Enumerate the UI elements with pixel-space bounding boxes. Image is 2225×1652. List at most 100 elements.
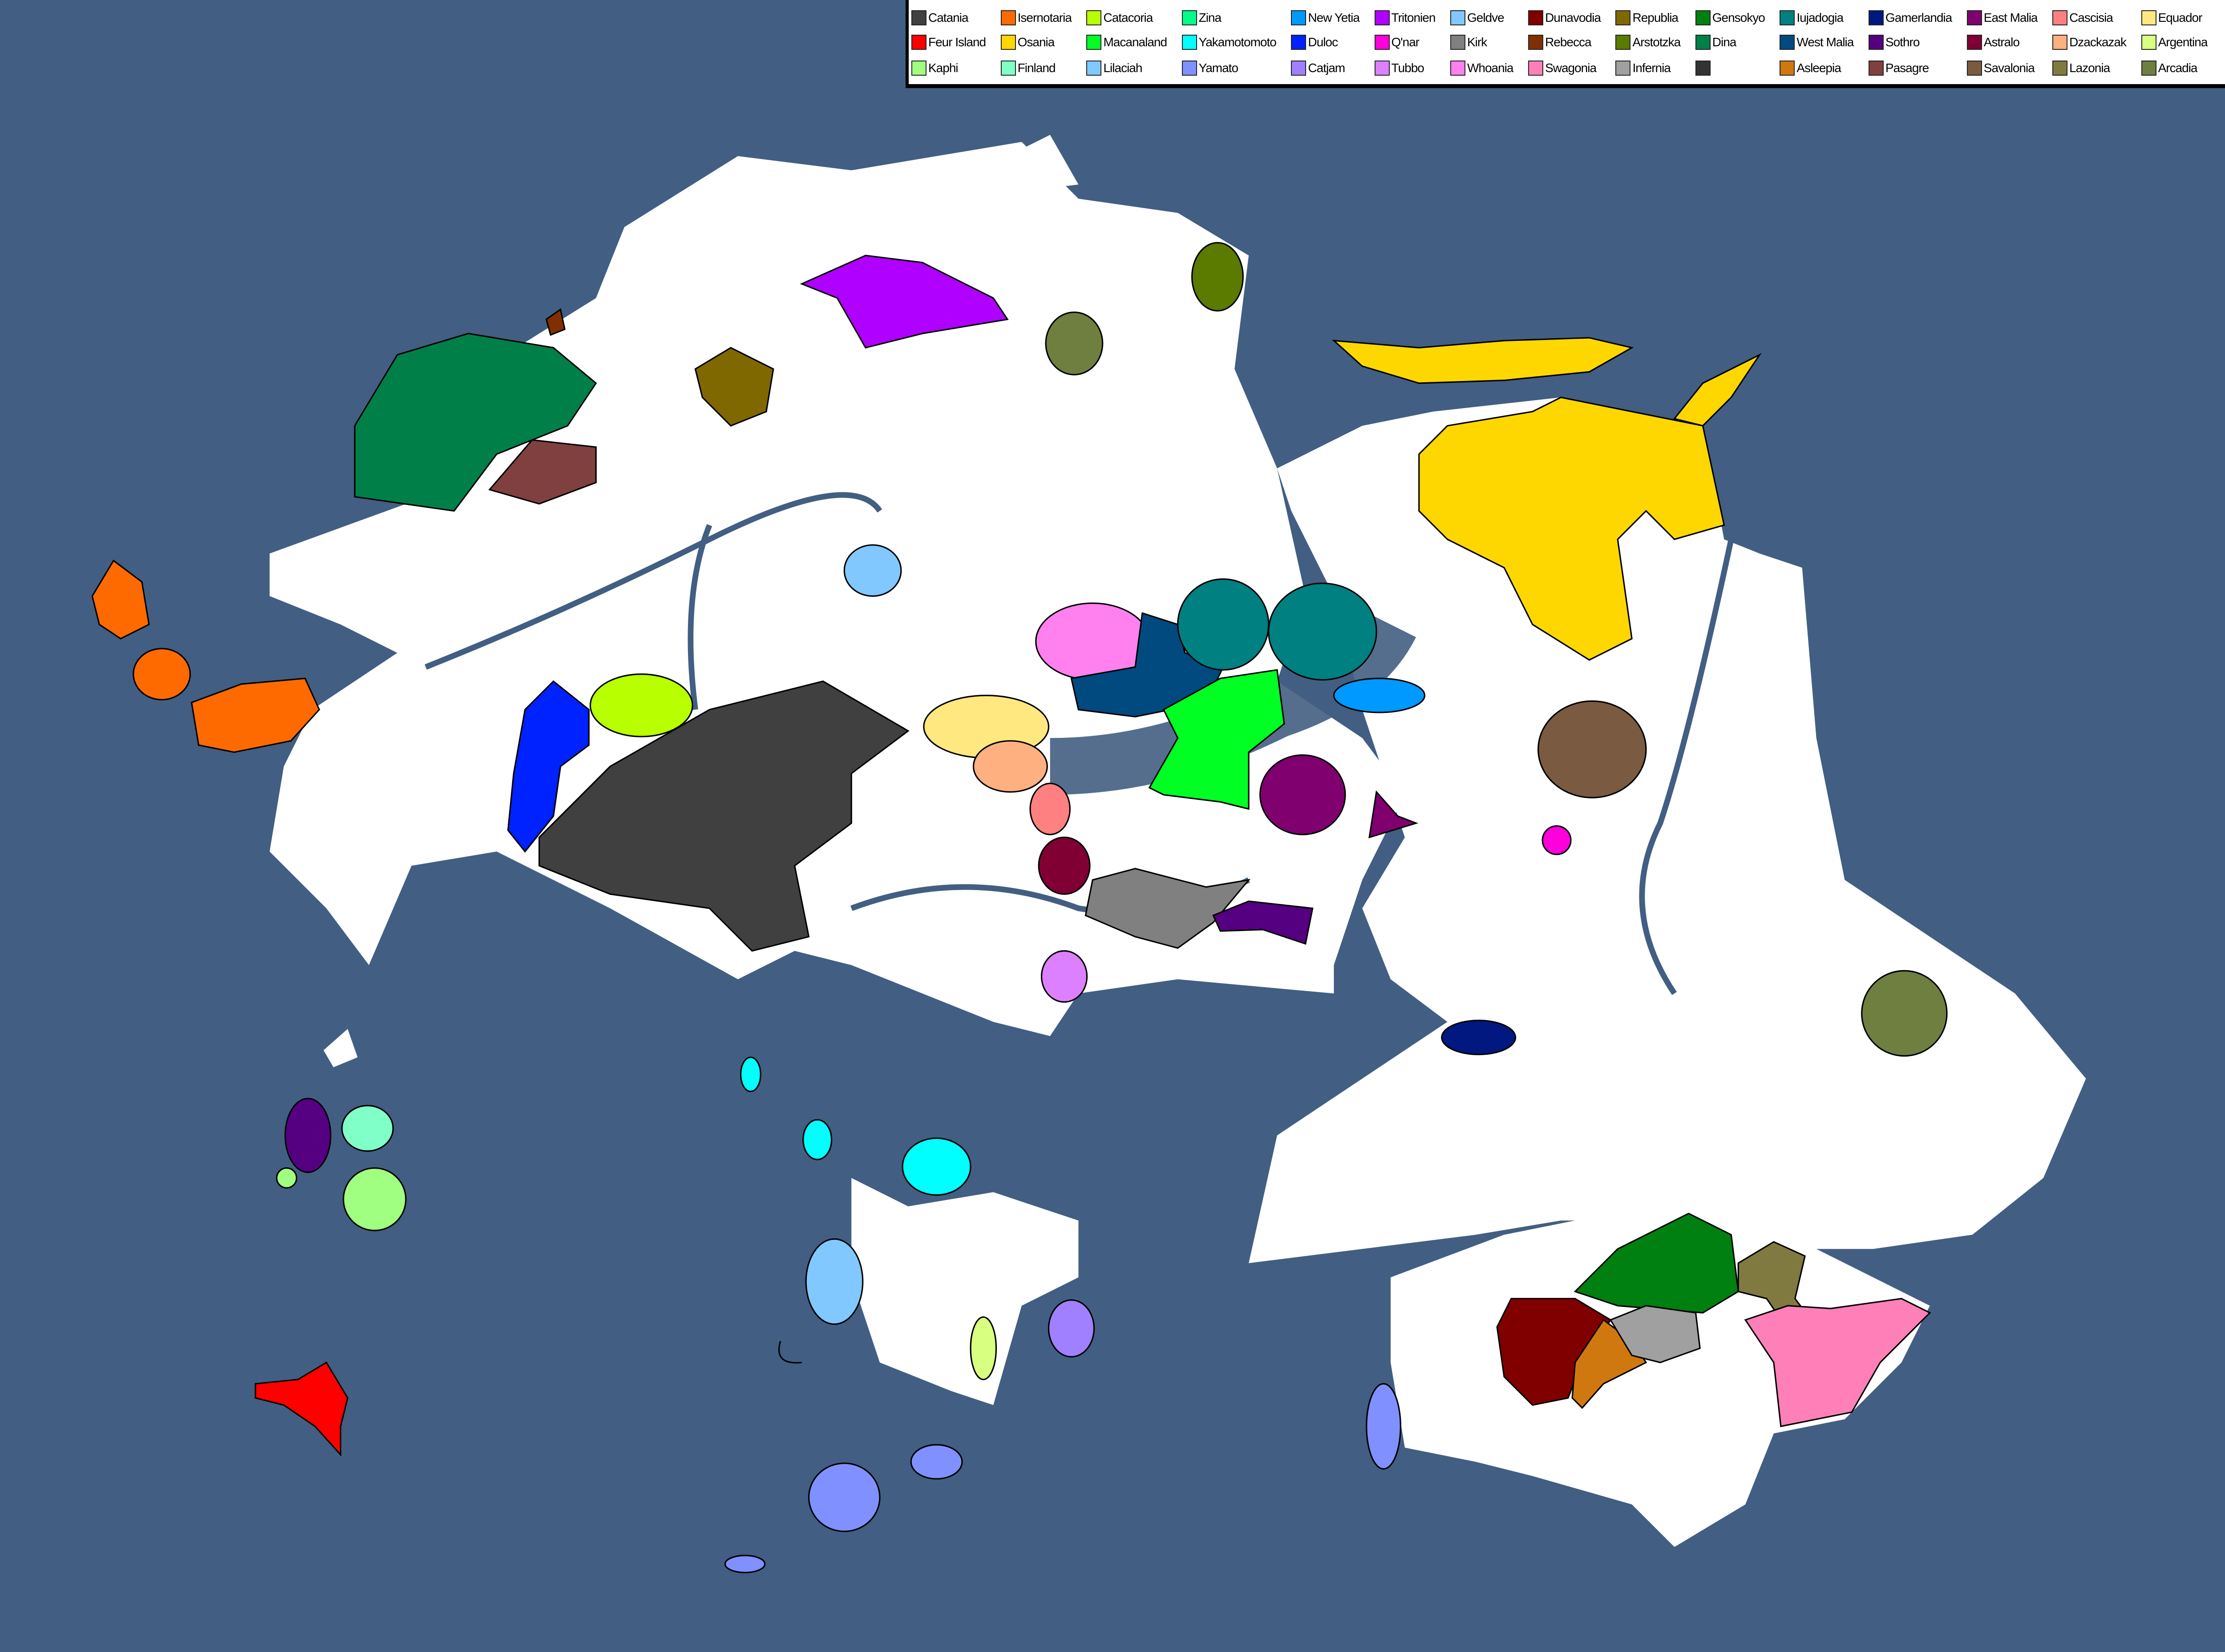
legend-label: Catjam: [1308, 61, 1345, 75]
legend-label: Asleepia: [1796, 61, 1841, 75]
legend-label: Duloc: [1308, 35, 1338, 49]
legend-item: Finland: [1000, 59, 1056, 77]
region-kaphi: [343, 1167, 407, 1231]
southwest-islet: [324, 1029, 358, 1068]
region-sothro-island: [284, 1097, 332, 1173]
region-catacoria: [589, 673, 693, 737]
river: [425, 492, 882, 670]
region-tritonien: [800, 255, 1009, 349]
region-catjam: [1048, 1299, 1095, 1358]
legend-item: Tritonien: [1374, 9, 1436, 27]
legend-item: Iujadogia: [1780, 9, 1844, 27]
legend-item: Osania: [1000, 33, 1055, 51]
legend-label: Yakamotomoto: [1198, 35, 1277, 49]
legend-item: Catjam: [1291, 59, 1345, 77]
legend-item: Whoania: [1450, 59, 1513, 77]
region-zina: [778, 1341, 802, 1364]
legend-item: Feur Island: [911, 33, 986, 51]
legend-swatch: [2052, 10, 2068, 25]
region-yamato-1: [808, 1462, 881, 1532]
legend-swatch: [1528, 61, 1544, 76]
region-qnar: [1541, 825, 1572, 855]
region-pasagre: [488, 439, 597, 505]
legend-label: Rebecca: [1545, 35, 1592, 49]
region-isernotaria-3: [190, 677, 320, 753]
legend-label: Sothro: [1885, 35, 1920, 49]
legend-item: Republia: [1615, 9, 1679, 27]
legend-label: Q'nar: [1391, 35, 1420, 49]
legend-label: West Malia: [1796, 35, 1854, 49]
region-cascisia: [1029, 782, 1071, 835]
region-yamato-2: [910, 1444, 963, 1480]
river: [688, 524, 712, 710]
legend-label: Arcadia: [2158, 61, 2198, 75]
legend-swatch: [1695, 10, 1711, 25]
legend-item: Kirk: [1450, 33, 1487, 51]
legend-item: Swagonia: [1528, 59, 1597, 77]
region-gamerlandia: [1441, 1020, 1517, 1056]
legend-label: Dunavodia: [1545, 11, 1601, 24]
legend-swatch: [1291, 35, 1307, 50]
legend-swatch: [1868, 35, 1884, 50]
legend-item: New Yetia: [1291, 9, 1360, 27]
legend-label: Tubbo: [1391, 61, 1424, 75]
legend-swatch: [1291, 10, 1307, 25]
region-finland: [341, 1105, 394, 1152]
legend-label: Feur Island: [928, 35, 986, 49]
region-infernia: [1609, 1305, 1701, 1364]
legend-item: Yamato: [1181, 59, 1238, 77]
legend-item: Duloc: [1291, 33, 1338, 51]
region-dina: [354, 332, 597, 512]
legend-swatch: [2141, 10, 2156, 25]
legend-label: New Yetia: [1308, 11, 1360, 24]
region-kaphi-islet: [276, 1167, 298, 1189]
region-dzackazak: [972, 740, 1048, 793]
legend-item: Astralo: [1966, 33, 2020, 51]
legend-label: Pasagre: [1885, 61, 1929, 75]
region-lilaciah: [843, 544, 902, 597]
legend-swatch: [911, 10, 926, 25]
legend-swatch: [1181, 35, 1197, 50]
legend-swatch: [1000, 10, 1016, 25]
legend-item: Arcadia: [2141, 59, 2197, 77]
region-yakamotomoto-1: [902, 1137, 971, 1196]
legend-label: Gamerlandia: [1885, 11, 1952, 24]
northern-islands: [1007, 134, 1079, 192]
region-new-yetia: [1333, 677, 1426, 713]
region-gensokyo: [1574, 1212, 1739, 1314]
legend-swatch: [1695, 61, 1711, 76]
legend-label: Lazonia: [2069, 61, 2110, 75]
legend-swatch: [1374, 10, 1390, 25]
legend-item: Cascisia: [2052, 9, 2113, 27]
legend-swatch: [1868, 61, 1884, 76]
legend-label: Equador: [2158, 11, 2203, 24]
legend-swatch: [1868, 10, 1884, 25]
region-arcadia: [1861, 970, 1948, 1057]
legend-item: Dunavodia: [1528, 9, 1601, 27]
legend-item: Q'nar: [1374, 33, 1420, 51]
legend-swatch: [1528, 35, 1544, 50]
nations: [91, 242, 1948, 1574]
legend-swatch: [1615, 61, 1631, 76]
legend-label: Yamato: [1198, 61, 1238, 75]
region-tubbo: [1040, 950, 1088, 1003]
legend-item: Isernotaria: [1000, 9, 1072, 27]
region-rebecca: [545, 308, 566, 336]
legend-label: Catania: [928, 11, 969, 24]
legend-swatch: [1780, 10, 1795, 25]
legend-item: Dina: [1695, 33, 1736, 51]
legend-label: Iujadogia: [1796, 11, 1844, 24]
river: [1639, 539, 1734, 995]
legend-swatch: [1086, 61, 1102, 76]
legend-swatch: [1615, 35, 1631, 50]
legend-swatch: [2052, 35, 2068, 50]
region-yamato-4: [724, 1555, 766, 1574]
legend-label: East Malia: [1983, 11, 2038, 24]
legend-swatch: [2141, 61, 2156, 76]
legend-item: Kaphi: [911, 59, 959, 77]
legend-label: Catacoria: [1103, 11, 1153, 24]
legend-swatch: [2141, 35, 2156, 50]
region-yakamotomoto-2: [802, 1119, 833, 1161]
region-savalonia: [1537, 700, 1647, 798]
legend-item: Lazonia: [2052, 59, 2110, 77]
